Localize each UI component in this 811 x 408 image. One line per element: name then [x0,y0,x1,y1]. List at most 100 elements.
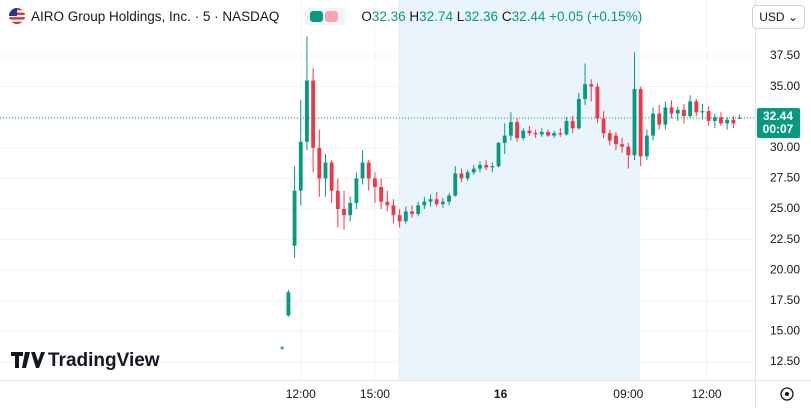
candle-body [335,190,340,210]
candle-body [731,119,736,124]
y-tick-label: 37.50 [770,48,800,62]
candle-body [416,205,421,214]
candle-body [620,144,625,147]
candle-body [546,131,550,136]
candle-body [292,190,297,246]
extended-hours [397,0,641,380]
y-tick-label: 20.00 [770,262,800,276]
brand-logo: TradingView [11,350,160,371]
settings-dot [785,392,789,396]
candle-body [533,133,538,135]
flag-icon [9,8,25,24]
candle-body [651,113,655,136]
candle-body [508,122,513,136]
settings-button[interactable] [780,387,794,401]
candle-body [397,215,402,222]
legend-label: C [501,8,512,24]
candle-body [527,130,532,134]
candle-body [706,111,711,121]
candle-body [694,101,699,113]
x-tick-label: 15:00 [360,387,390,401]
y-tick-label: 17.50 [770,293,800,307]
legend-label: H [409,8,420,24]
candle-body [552,133,557,136]
legend-value: 32.36 [464,8,499,24]
x-tick-label: 12:00 [286,387,316,401]
countdown-label: 00:07 [763,122,794,136]
logo-mark [11,352,45,368]
ohlc-legend: O32.36 H32.74 L32.36 C32.44 +0.05 (+0.15… [361,9,642,24]
candle-body [700,111,705,113]
candle-body [366,162,371,179]
candle-body [682,109,686,117]
candle-body [317,147,322,179]
candle-body [688,101,693,117]
legend-label: L [456,8,465,24]
candle-body [354,178,359,203]
candle-body [595,86,600,119]
candle-body [626,146,631,156]
legend-value: 32.36 [371,8,406,24]
candle-body [669,107,674,114]
candle-body [428,199,433,202]
candle-body [298,141,303,191]
legend-label: O [361,8,372,24]
currency-button[interactable]: USD ⌄ [752,5,805,29]
candle-body [440,201,445,205]
legend-value: 32.74 [419,8,453,24]
candle-body [644,135,649,157]
symbol-title: AIRO Group Holdings, Inc. · 5 · NASDAQ [31,8,280,24]
candle-body [348,202,353,216]
candle-body [515,122,519,139]
candle-body [719,117,723,124]
y-tick-label: 12.50 [770,354,800,368]
candle-body [434,199,439,205]
indicator-buttons[interactable] [305,7,346,25]
candle-body [459,173,464,179]
candle-body [379,187,384,202]
header: AIRO Group Holdings, Inc. · 5 · NASDAQ O… [0,0,642,32]
candle-body [657,113,662,125]
candle-body [342,209,346,216]
y-tick-label: 22.50 [770,232,800,246]
candle-body [521,130,526,139]
legend-change: +0.05 (+0.15%) [549,8,643,24]
sell-dot[interactable] [325,10,339,22]
candle-body [484,164,489,168]
candle-body [712,117,717,121]
candle-body [496,142,501,167]
last-price-box [757,107,800,138]
y-tick-label: 30.00 [770,140,800,154]
candle-body [373,178,377,188]
candle-body [360,162,365,179]
candle-body [305,80,309,142]
candle-body [583,84,587,99]
candle-body [385,201,390,206]
candle-body [478,164,482,169]
candle-body [564,120,569,135]
candle-body [607,133,612,141]
candle-body [675,109,680,114]
candle-body [558,133,563,135]
y-tick-label: 25.00 [770,201,800,215]
candle-body [329,162,334,191]
candle-body [725,119,730,124]
y-tick-label: 35.00 [770,79,800,93]
candle-body [737,117,742,119]
candle-body [632,89,637,156]
buy-dot[interactable] [310,10,324,22]
y-tick-label: 15.00 [770,324,800,338]
candle-body [539,131,544,135]
x-tick-label: 09:00 [613,387,643,401]
x-tick-label: 16 [494,387,508,401]
brand-name: TradingView [48,350,160,371]
candle-body [391,205,396,216]
candle-body [280,347,285,349]
candle-body [286,292,291,316]
candle-body [576,98,581,129]
candle-body [570,120,575,129]
x-tick-label: 12:00 [692,387,722,401]
candle-body [471,168,476,173]
